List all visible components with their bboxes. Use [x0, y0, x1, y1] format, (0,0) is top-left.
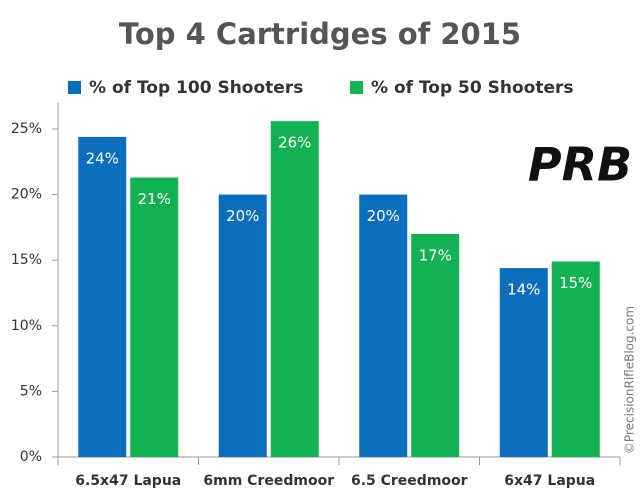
logo: PRB: [528, 138, 632, 192]
bar: [270, 121, 319, 458]
watermark: ©PrecisionRifleBlog.com: [623, 306, 637, 454]
x-tick-label: 6x47 Lapua: [504, 473, 595, 489]
y-tick-label: 15%: [11, 252, 42, 268]
bar: [499, 268, 548, 457]
data-label: 20%: [367, 207, 400, 225]
bar: [551, 261, 600, 457]
data-label: 15%: [559, 274, 592, 292]
bar: [218, 194, 267, 457]
x-tick-label: 6mm Creedmoor: [203, 473, 334, 489]
bar: [359, 194, 408, 457]
data-label: 14%: [507, 281, 540, 299]
y-tick-label: 0%: [20, 449, 42, 465]
data-label: 21%: [138, 190, 171, 208]
bar: [411, 233, 460, 457]
bar: [78, 136, 127, 457]
y-tick-label: 20%: [11, 187, 42, 203]
y-tick-label: 25%: [11, 121, 42, 137]
y-tick-label: 10%: [11, 318, 42, 334]
y-tick-label: 5%: [20, 383, 42, 399]
legend-label: % of Top 50 Shooters: [371, 78, 574, 98]
data-label: 20%: [226, 207, 259, 225]
chart-title: Top 4 Cartridges of 2015: [119, 17, 521, 51]
legend-swatch: [350, 81, 363, 94]
data-label: 26%: [278, 134, 311, 152]
x-tick-label: 6.5 Creedmoor: [351, 473, 468, 489]
legend-swatch: [68, 81, 81, 94]
data-label: 24%: [86, 149, 119, 167]
legend-label: % of Top 100 Shooters: [89, 78, 303, 98]
data-label: 17%: [419, 246, 452, 264]
bar: [130, 177, 179, 457]
x-tick-label: 6.5x47 Lapua: [75, 473, 181, 489]
